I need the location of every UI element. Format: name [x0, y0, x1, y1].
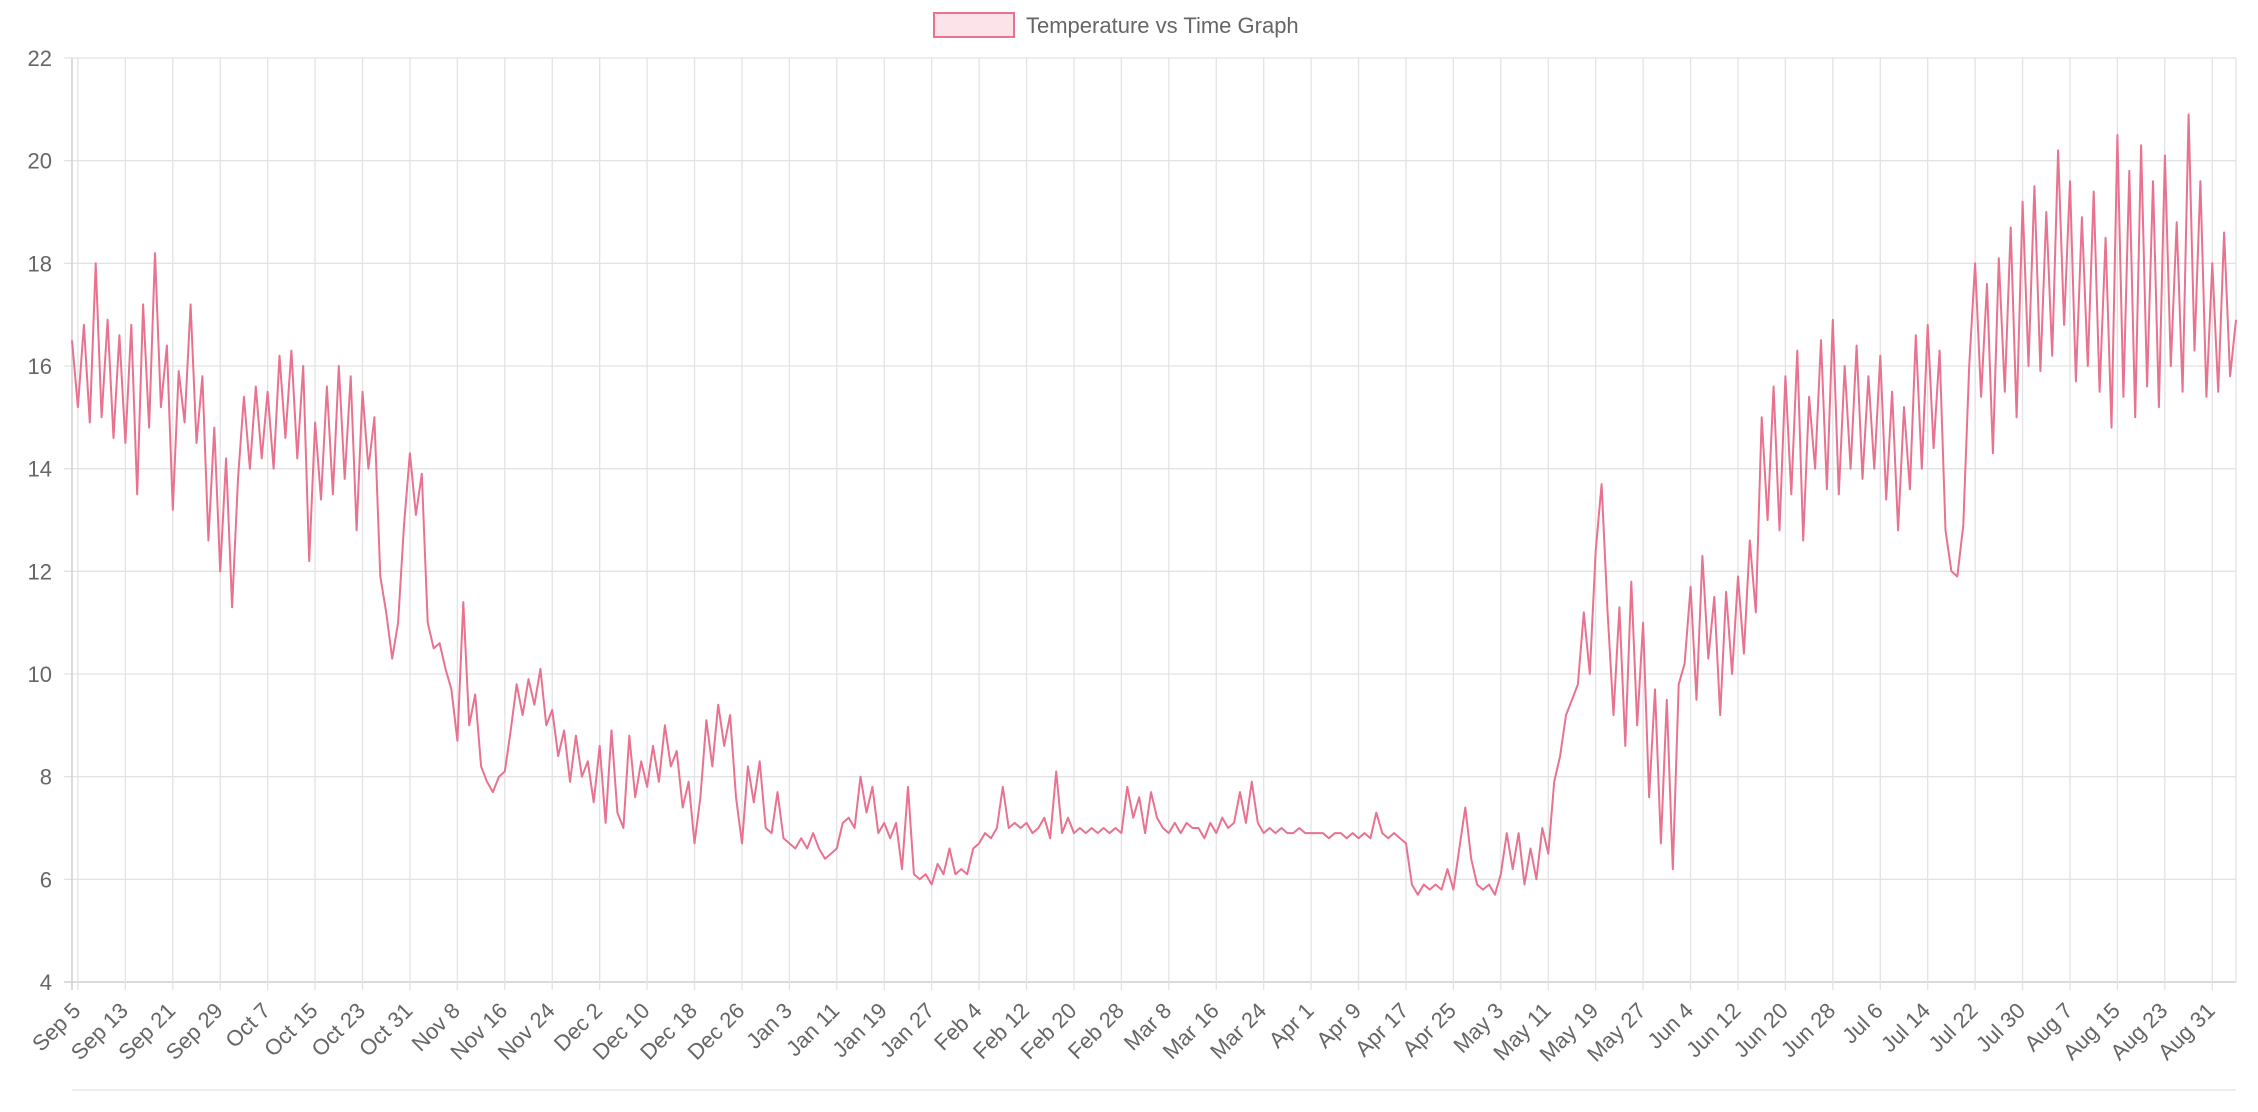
y-axis: 4 6 8 10 12 14 16 18 20 22 [28, 46, 73, 995]
x-tick-label: Oct 31 [354, 998, 418, 1062]
x-tick-label: Oct 15 [259, 998, 323, 1062]
x-tick-label: Apr 17 [1350, 998, 1414, 1062]
y-tick-label: 10 [28, 662, 52, 687]
x-tick-label: Apr 25 [1397, 998, 1461, 1062]
y-tick-label: 20 [28, 149, 52, 174]
x-tick-label: Oct 23 [307, 998, 371, 1062]
y-tick-label: 22 [28, 46, 52, 71]
y-tick-label: 8 [40, 765, 52, 790]
x-tick-label: Jun 28 [1776, 998, 1840, 1062]
x-tick-label: Apr 1 [1264, 998, 1319, 1053]
x-tick-label: Jan 27 [875, 998, 939, 1062]
y-tick-label: 6 [40, 867, 52, 892]
y-tick-label: 16 [28, 354, 52, 379]
y-tick-label: 14 [28, 457, 52, 482]
grid [64, 57, 2237, 990]
series-line-temperature [71, 113, 2237, 896]
y-tick-label: 18 [28, 251, 52, 276]
x-tick-label: Jul 14 [1876, 998, 1935, 1057]
legend[interactable]: Temperature vs Time Graph [933, 12, 1299, 38]
series-temperature [71, 113, 2237, 896]
x-tick-label: Jul 22 [1923, 998, 1982, 1057]
y-tick-label: 4 [40, 970, 52, 995]
legend-label[interactable]: Temperature vs Time Graph [1026, 13, 1299, 38]
legend-swatch[interactable] [933, 12, 1015, 38]
x-tick-label: Jul 30 [1971, 998, 2030, 1057]
y-tick-label: 12 [28, 559, 52, 584]
